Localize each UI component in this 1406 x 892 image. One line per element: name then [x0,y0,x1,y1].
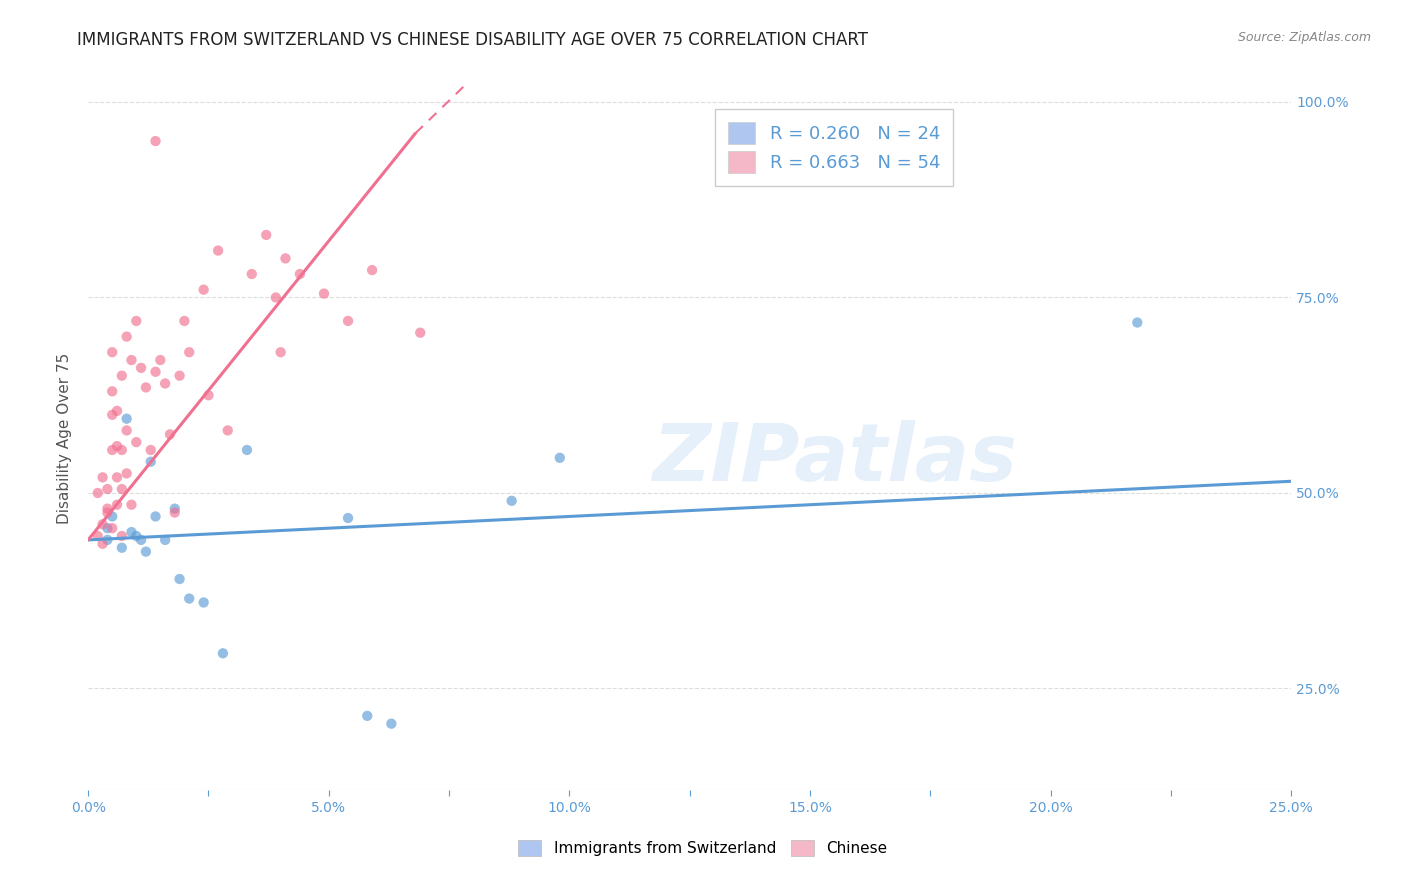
Point [169,572,191,586]
Point [129,360,152,375]
Point [135,544,157,558]
Point [101,384,124,399]
Point [115,467,138,481]
Point [153,376,176,391]
Point [96,506,118,520]
Text: Source: ZipAtlas.com: Source: ZipAtlas.com [1237,31,1371,45]
Point [145,365,167,379]
Point [254,227,277,242]
Point [1126,316,1149,330]
Point [105,439,128,453]
Legend: R = 0.260   N = 24, R = 0.663   N = 54: R = 0.260 N = 24, R = 0.663 N = 54 [716,110,953,186]
Point [96,521,118,535]
Point [101,408,124,422]
Point [91,470,114,484]
Point [101,442,124,457]
Point [548,450,571,465]
Point [135,380,157,394]
Point [337,314,360,328]
Point [105,404,128,418]
Point [380,716,402,731]
Point [149,353,172,368]
Point [337,511,360,525]
Point [236,442,259,457]
Point [87,529,110,543]
Point [105,498,128,512]
Point [96,533,118,547]
Point [101,509,124,524]
Point [193,283,215,297]
Point [179,591,201,606]
Point [115,329,138,343]
Point [240,267,263,281]
Legend: Immigrants from Switzerland, Chinese: Immigrants from Switzerland, Chinese [512,834,894,862]
Point [145,134,167,148]
Point [179,345,201,359]
Point [129,533,152,547]
Text: IMMIGRANTS FROM SWITZERLAND VS CHINESE DISABILITY AGE OVER 75 CORRELATION CHART: IMMIGRANTS FROM SWITZERLAND VS CHINESE D… [77,31,869,49]
Point [193,595,215,609]
Point [121,498,143,512]
Point [197,388,219,402]
Point [145,509,167,524]
Point [96,501,118,516]
Point [163,506,186,520]
Point [96,482,118,496]
Point [101,345,124,359]
Point [111,442,134,457]
Point [125,435,148,450]
Point [111,541,134,555]
Point [501,493,523,508]
Point [212,646,235,660]
Point [87,486,110,500]
Point [91,537,114,551]
Point [274,252,297,266]
Text: ZIPatlas: ZIPatlas [651,420,1017,499]
Point [125,529,148,543]
Point [288,267,311,281]
Point [173,314,195,328]
Point [91,517,114,532]
Point [356,709,378,723]
Point [361,263,384,277]
Point [121,525,143,540]
Point [207,244,229,258]
Point [115,411,138,425]
Point [111,482,134,496]
Point [159,427,181,442]
Point [139,442,162,457]
Point [125,314,148,328]
Point [105,470,128,484]
Point [115,424,138,438]
Point [264,291,287,305]
Y-axis label: Disability Age Over 75: Disability Age Over 75 [58,352,72,524]
Point [101,521,124,535]
Point [139,455,162,469]
Point [409,326,432,340]
Point [163,501,186,516]
Point [270,345,292,359]
Point [153,533,176,547]
Point [111,368,134,383]
Point [312,286,335,301]
Point [111,529,134,543]
Point [217,424,239,438]
Point [169,368,191,383]
Point [121,353,143,368]
